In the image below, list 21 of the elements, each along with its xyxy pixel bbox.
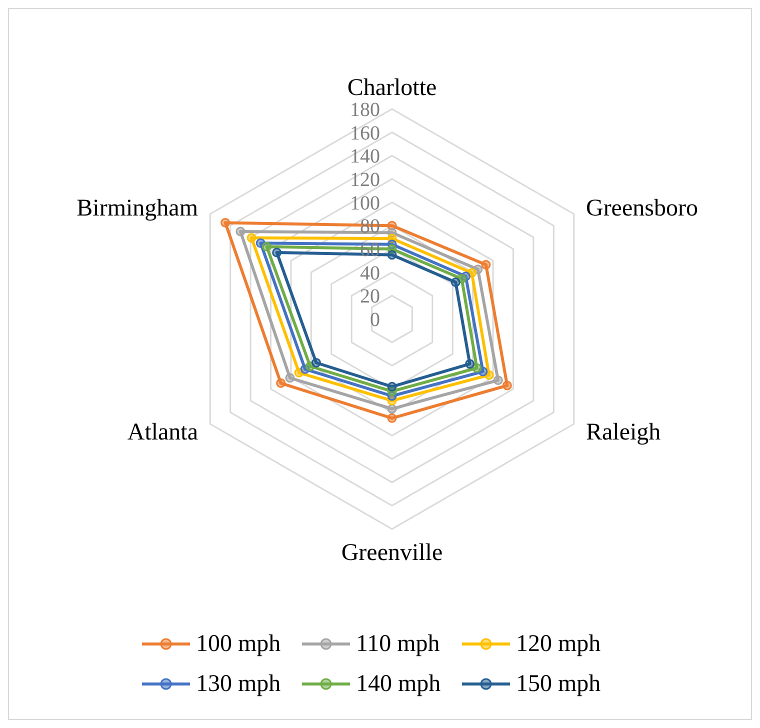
- spoke-label: Birmingham: [76, 196, 198, 222]
- spoke-label: Greenville: [341, 540, 443, 566]
- y-tick-label: 20: [360, 286, 380, 308]
- spoke-label: Atlanta: [127, 420, 198, 446]
- legend-label: 100 mph: [196, 630, 281, 658]
- y-tick-label: 180: [350, 99, 380, 121]
- legend-label: 140 mph: [356, 670, 441, 698]
- y-tick-label: 160: [350, 122, 380, 144]
- y-tick-label: 60: [360, 239, 380, 261]
- spoke-label: Charlotte: [347, 75, 437, 101]
- legend-label: 150 mph: [516, 670, 601, 698]
- legend-label: 120 mph: [516, 630, 601, 658]
- legend-label: 110 mph: [356, 630, 440, 658]
- y-tick-label: 40: [360, 262, 380, 284]
- y-tick-label: 140: [350, 146, 380, 168]
- spoke-label: Greensboro: [586, 196, 698, 222]
- spoke-label: Raleigh: [586, 420, 661, 446]
- y-tick-label: 0: [370, 309, 380, 331]
- y-tick-label: 120: [350, 169, 380, 191]
- y-tick-label: 100: [350, 192, 380, 214]
- legend-label: 130 mph: [196, 670, 281, 698]
